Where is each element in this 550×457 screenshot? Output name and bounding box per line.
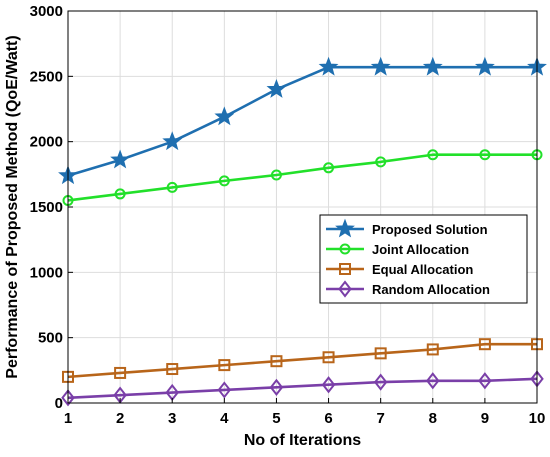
data-point xyxy=(374,347,387,360)
x-tick-label: 7 xyxy=(376,410,384,427)
data-point xyxy=(269,378,284,396)
data-point xyxy=(422,56,443,76)
series-line xyxy=(67,377,538,400)
y-tick-label: 500 xyxy=(38,330,63,347)
data-point xyxy=(270,355,283,368)
series-line xyxy=(67,342,537,379)
x-tick-label: 5 xyxy=(272,410,280,427)
series-3 xyxy=(62,338,543,383)
tick-labels: 1 2 3 4 5 6 7 8 9 10 0 500 1000 1500 2000 2500 3000 xyxy=(30,3,546,427)
legend-label: Joint Allocation xyxy=(372,242,469,257)
data-point xyxy=(373,373,388,391)
data-point xyxy=(321,376,336,394)
data-point xyxy=(162,131,183,151)
legend-marker xyxy=(339,263,351,275)
data-point xyxy=(370,56,391,76)
data-point xyxy=(266,78,287,98)
y-tick-label: 0 xyxy=(55,395,63,412)
y-tick-label: 1500 xyxy=(30,199,63,216)
data-point xyxy=(474,56,495,76)
legend-item: Equal Allocation xyxy=(326,262,473,277)
legend-item: Random Allocation xyxy=(326,280,490,298)
data-point xyxy=(323,162,335,174)
data-point xyxy=(218,359,231,372)
y-axis-title: Performance of Proposed Method (QoE/Watt… xyxy=(4,35,21,378)
data-point xyxy=(375,156,387,168)
data-point xyxy=(426,343,439,356)
data-point xyxy=(318,56,339,76)
data-point xyxy=(166,363,179,376)
x-tick-label: 3 xyxy=(168,410,176,427)
grid xyxy=(67,10,538,404)
series-line xyxy=(67,153,537,202)
data-point xyxy=(214,106,235,126)
legend-item: Joint Allocation xyxy=(326,242,469,257)
x-tick-label: 8 xyxy=(429,410,437,427)
data-point xyxy=(218,175,230,187)
legend-label: Random Allocation xyxy=(372,282,490,297)
x-tick-label: 9 xyxy=(481,410,489,427)
data-point xyxy=(114,366,127,379)
data-point xyxy=(61,389,75,407)
x-tick-label: 10 xyxy=(529,410,546,427)
data-point xyxy=(479,149,491,161)
legend-label: Proposed Solution xyxy=(372,222,488,237)
series-2 xyxy=(62,149,543,206)
y-tick-label: 2500 xyxy=(30,68,63,85)
data-point xyxy=(322,351,335,364)
legend-marker xyxy=(335,218,355,238)
legend-marker xyxy=(339,243,351,255)
data-point xyxy=(478,372,492,390)
series-1 xyxy=(58,56,547,185)
legend-item: Proposed Solution xyxy=(326,218,488,238)
series-line xyxy=(67,65,537,177)
y-tick-label: 1000 xyxy=(30,264,63,281)
data-point xyxy=(427,149,439,161)
x-tick-label: 2 xyxy=(116,410,124,427)
data-point xyxy=(426,372,440,390)
x-tick-label: 4 xyxy=(220,410,229,427)
legend: Proposed Solution Joint Allocation Equal A… xyxy=(319,214,528,304)
data-point xyxy=(478,338,491,351)
data-point xyxy=(114,188,126,200)
data-point xyxy=(166,181,178,193)
data-point xyxy=(110,149,131,169)
x-tick-label: 6 xyxy=(324,410,332,427)
series-layer xyxy=(58,56,547,407)
y-tick-label: 3000 xyxy=(30,3,63,20)
series-4 xyxy=(61,370,544,407)
legend-marker xyxy=(338,280,352,298)
legend-label: Equal Allocation xyxy=(372,262,473,277)
y-tick-label: 2000 xyxy=(30,134,63,151)
data-point xyxy=(270,169,282,181)
x-axis-title: No of Iterations xyxy=(244,432,361,449)
data-point xyxy=(217,381,232,399)
x-tick-label: 1 xyxy=(64,410,72,427)
